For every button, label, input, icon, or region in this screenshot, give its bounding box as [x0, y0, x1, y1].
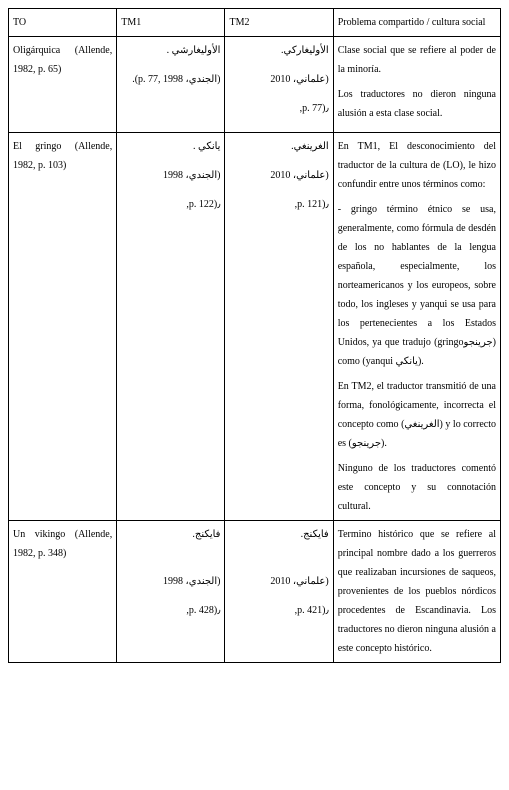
problem-text: Ninguno de los traductores comentó este … [338, 459, 496, 516]
table-row: El gringo (Allende, 1982, p. 103) يانكي … [9, 133, 501, 521]
table-row: Un vikingo (Allende, 1982, p. 348) فايكن… [9, 521, 501, 663]
cell-tm1: الأوليغارشي . (الجندي، 1998 ,p. 77). [117, 37, 225, 133]
tm2-cite: (علماني، 2010 [229, 166, 328, 185]
cell-tm1: فايكنج. (الجندي، 1998 ٫(p. 428, [117, 521, 225, 663]
header-problem: Problema compartido / cultura social [333, 9, 500, 37]
cell-problem: Clase social que se refiere al poder de … [333, 37, 500, 133]
problem-text: Termino histórico que se refiere al prin… [338, 525, 496, 658]
cell-tm2: فايكنج. (علماني، 2010 ٫(p. 421, [225, 521, 333, 663]
tm2-page: ٫(p. 121, [229, 195, 328, 214]
tm2-arabic: الغرينغي. [229, 137, 328, 156]
problem-text: En TM2, el traductor transmitió de una f… [338, 377, 496, 453]
cell-problem: En TM1, El desconocimiento del traductor… [333, 133, 500, 521]
to-text: El gringo (Allende, 1982, p. 103) [13, 137, 112, 175]
tm1-page: ٫(p. 122, [121, 195, 220, 214]
cell-to: El gringo (Allende, 1982, p. 103) [9, 133, 117, 521]
tm2-page: ٫(p. 421, [229, 601, 328, 620]
tm2-arabic: فايكنج. [229, 525, 328, 544]
header-tm2: TM2 [225, 9, 333, 37]
cell-tm2: الغرينغي. (علماني، 2010 ٫(p. 121, [225, 133, 333, 521]
comparison-table: TO TM1 TM2 Problema compartido / cultura… [8, 8, 501, 663]
problem-text: En TM1, El desconocimiento del traductor… [338, 137, 496, 194]
tm1-cite: (الجندي، 1998 ,p. 77). [121, 70, 220, 89]
table-row: Oligárquica (Allende, 1982, p. 65) الأول… [9, 37, 501, 133]
problem-text: - gringo término étnico se usa, generalm… [338, 200, 496, 371]
tm1-page: ٫(p. 428, [121, 601, 220, 620]
to-text: Un vikingo (Allende, 1982, p. 348) [13, 525, 112, 563]
table-header-row: TO TM1 TM2 Problema compartido / cultura… [9, 9, 501, 37]
cell-tm2: الأوليغاركي. (علماني، 2010 ٫(p. 77, [225, 37, 333, 133]
tm2-cite: (علماني، 2010 [229, 572, 328, 591]
tm1-arabic: الأوليغارشي . [121, 41, 220, 60]
tm2-cite: (علماني، 2010 [229, 70, 328, 89]
problem-text: Clase social que se refiere al poder de … [338, 41, 496, 79]
header-tm1: TM1 [117, 9, 225, 37]
tm1-arabic: فايكنج. [121, 525, 220, 544]
cell-to: Oligárquica (Allende, 1982, p. 65) [9, 37, 117, 133]
tm2-page: ٫(p. 77, [229, 99, 328, 118]
cell-problem: Termino histórico que se refiere al prin… [333, 521, 500, 663]
tm2-arabic: الأوليغاركي. [229, 41, 328, 60]
cell-tm1: يانكي . (الجندي، 1998 ٫(p. 122, [117, 133, 225, 521]
tm1-arabic: يانكي . [121, 137, 220, 156]
to-text: Oligárquica (Allende, 1982, p. 65) [13, 41, 112, 79]
header-to: TO [9, 9, 117, 37]
tm1-cite: (الجندي، 1998 [121, 572, 220, 591]
problem-text: Los traductores no dieron ninguna alusió… [338, 85, 496, 123]
cell-to: Un vikingo (Allende, 1982, p. 348) [9, 521, 117, 663]
tm1-cite: (الجندي، 1998 [121, 166, 220, 185]
